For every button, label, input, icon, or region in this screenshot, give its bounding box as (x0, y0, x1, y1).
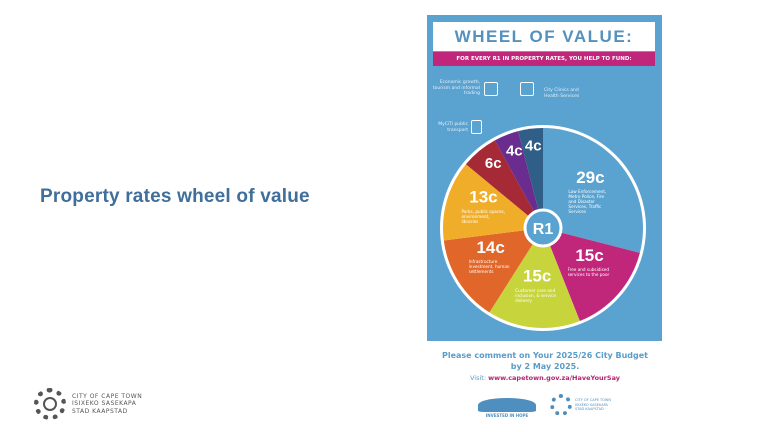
slice-value-label: 6c (485, 155, 502, 172)
poster-title: WHEEL OF VALUE: (433, 22, 655, 51)
city-logo: CITY OF CAPE TOWN ISIXEKO SASEKAPA STAD … (34, 388, 142, 420)
slice-description: Law Enforcement, Metro Police, Fire and … (568, 189, 606, 214)
center-label: R1 (533, 221, 554, 238)
invested-in-hope-logo: INVESTED IN HOPE (478, 390, 536, 420)
outer-label-transport: MyCiTi public transport (438, 122, 468, 133)
city-seal-icon (34, 388, 66, 420)
wheel-chart: 29c Law Enforcement, Metro Police, Fire a… (440, 125, 646, 331)
slice-description: Infrastructure investment, human settlem… (469, 259, 510, 274)
outer-label-clinics: City Clinics and Health Services (544, 88, 580, 99)
slice-description: Free and subsidised services to the poor (568, 267, 610, 277)
slice-value-label: 29c (576, 168, 604, 187)
slice-value-label: 15c (575, 246, 603, 265)
slide-title: Property rates wheel of value (40, 186, 310, 207)
logo-line: STAD KAAPSTAD (575, 407, 604, 412)
logo-line: ISIXEKO SASEKAPA (72, 400, 137, 408)
cta-line2: by 2 May 2025. (510, 362, 580, 371)
growth-chart-icon (484, 82, 498, 96)
cta-line1: Please comment on Your 2025/26 City Budg… (441, 351, 649, 360)
wheel-slice (465, 140, 543, 228)
slice-value-label: 15c (523, 267, 551, 286)
wheel-slice (494, 131, 543, 228)
city-logo-small: CITY OF CAPE TOWN ISIXEKO SASEKAPA STAD … (550, 394, 611, 416)
wheel-slice (543, 228, 640, 321)
wheel-slice (489, 228, 580, 329)
wheel-center (523, 208, 563, 248)
slice-description: Customer care and inclusion, & service d… (515, 288, 556, 303)
slice-value-label: 14c (476, 238, 504, 257)
bus-icon (471, 120, 482, 134)
city-seal-icon (550, 394, 572, 416)
visit-label: Visit: (470, 374, 487, 382)
wheel-slice (443, 164, 543, 241)
slice-value-label: 4c (506, 142, 523, 159)
slice-description: Parks, public spaces, environment, libra… (461, 209, 505, 224)
clinic-house-icon (520, 82, 534, 96)
logo-line: STAD KAAPSTAD (72, 407, 128, 415)
logo-line: CITY OF CAPE TOWN (575, 398, 611, 403)
logo-line: ISIXEKO SASEKAPA (575, 402, 608, 407)
wheel-of-value-infographic: WHEEL OF VALUE: FOR EVERY R1 IN PROPERTY… (427, 15, 662, 341)
slice-value-label: 4c (525, 138, 542, 155)
wheel-slice (543, 128, 643, 253)
logo-line: CITY OF CAPE TOWN (72, 392, 143, 400)
wheel-slice (443, 228, 543, 313)
poster-subtitle: FOR EVERY R1 IN PROPERTY RATES, YOU HELP… (433, 52, 655, 66)
outer-label-economic: Economic growth, tourism and informal tr… (432, 80, 480, 96)
hope-text: INVESTED IN HOPE (485, 413, 529, 418)
visit-link[interactable]: www.capetown.gov.za/HaveYourSay (488, 374, 620, 382)
slice-value-label: 13c (469, 188, 497, 207)
wheel-slice (518, 128, 543, 228)
